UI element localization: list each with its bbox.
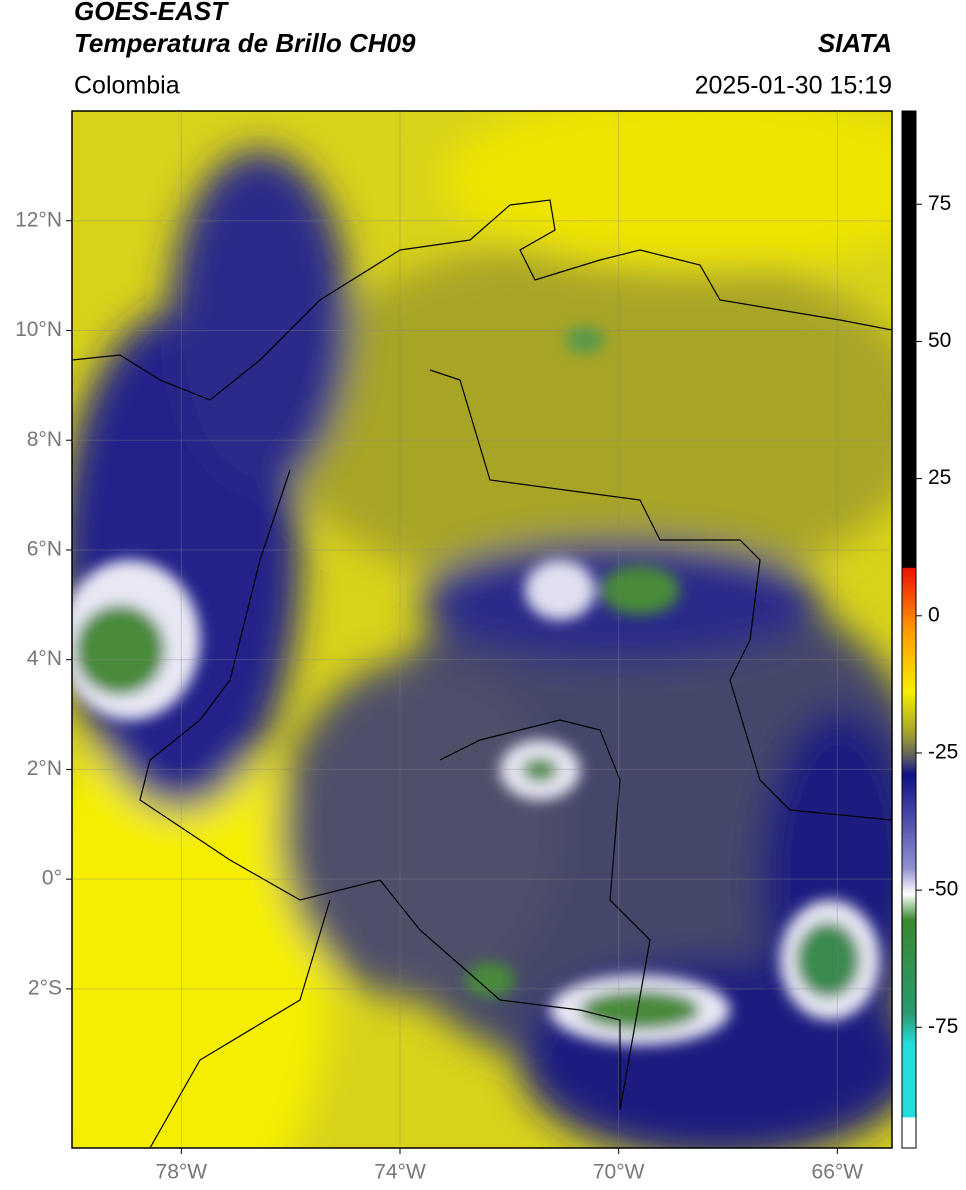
lat-tick-label: 2°N — [27, 757, 62, 780]
colorbar-tick-label: 0 — [928, 603, 940, 626]
lat-tick-label: 2°S — [28, 976, 62, 999]
lon-tick-label: 74°W — [374, 1161, 426, 1184]
colorbar — [901, 110, 917, 1149]
satellite-name: GOES-EAST — [74, 0, 229, 26]
region-name: Colombia — [74, 72, 180, 100]
lon-tick-label: 70°W — [593, 1161, 645, 1184]
map-frame — [71, 110, 893, 1149]
source-name: SIATA — [818, 28, 892, 58]
lat-tick-label: 12°N — [15, 208, 62, 231]
lat-tick-label: 0° — [42, 867, 62, 890]
timestamp: 2025-01-30 15:19 — [695, 72, 892, 100]
colorbar-tick-label: -50 — [928, 878, 958, 901]
colorbar-tick-label: 75 — [928, 192, 951, 215]
product-name: Temperatura de Brillo CH09 — [74, 28, 416, 58]
colorbar-tick-label: 50 — [928, 329, 951, 352]
lat-tick-label: 6°N — [27, 537, 62, 560]
colorbar-tick-label: -75 — [928, 1015, 958, 1038]
borders — [72, 199, 892, 1148]
lat-tick-label: 10°N — [15, 318, 62, 341]
colorbar-tick-label: -25 — [928, 740, 958, 763]
colorbar-tick-label: 25 — [928, 466, 951, 489]
lon-tick-label: 66°W — [812, 1161, 864, 1184]
lat-tick-label: 4°N — [27, 647, 62, 670]
satellite-image — [72, 111, 892, 1148]
lat-tick-label: 8°N — [27, 428, 62, 451]
lon-tick-label: 78°W — [156, 1161, 208, 1184]
